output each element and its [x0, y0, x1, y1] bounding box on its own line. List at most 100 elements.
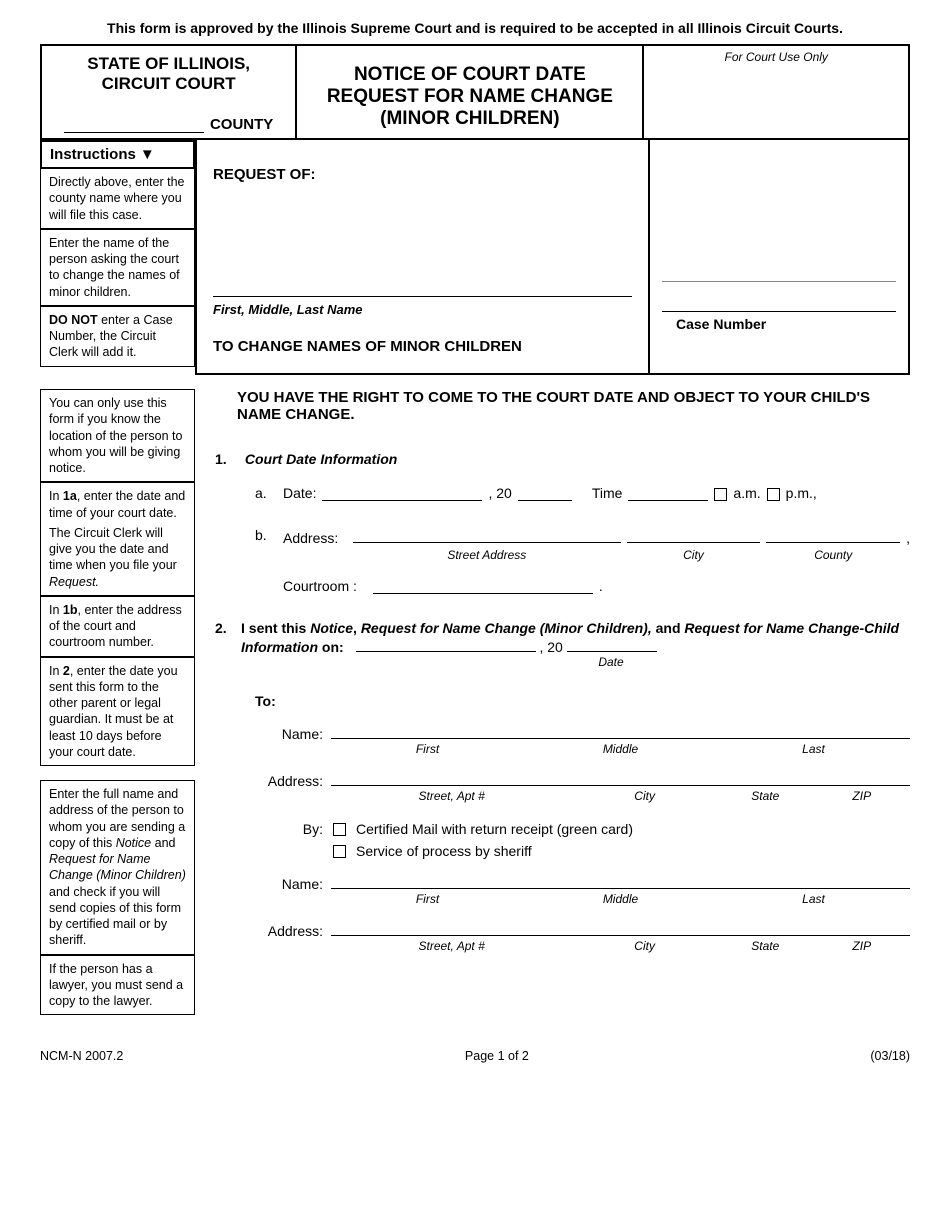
- case-panel: Case Number: [650, 140, 910, 375]
- date-label: Date:: [283, 485, 316, 501]
- rights-notice: YOU HAVE THE RIGHT TO COME TO THE COURT …: [215, 389, 910, 423]
- addr2-city-line[interactable]: [572, 920, 717, 936]
- t: Request for Name Change (Minor Children): [49, 852, 186, 882]
- requester-name-line[interactable]: [213, 281, 632, 297]
- cert-mail-checkbox[interactable]: [333, 823, 346, 836]
- state-line2: CIRCUIT COURT: [50, 74, 287, 94]
- form-code: NCM-N 2007.2: [40, 1049, 123, 1063]
- name1-middle-line[interactable]: [524, 723, 717, 739]
- chevron-down-icon: ▼: [140, 146, 155, 163]
- t: In: [49, 603, 63, 617]
- city-sublabel: City: [627, 548, 761, 562]
- footer: NCM-N 2007.2 Page 1 of 2 (03/18): [40, 1049, 910, 1063]
- pm-label: p.m.,: [786, 485, 817, 501]
- t: The Circuit Clerk will give you the date…: [49, 526, 177, 573]
- am-checkbox[interactable]: [714, 488, 727, 501]
- t: on:: [318, 639, 344, 655]
- address-label-2: Address:: [255, 923, 323, 939]
- section-2: 2. I sent this Notice, Request for Name …: [215, 620, 910, 953]
- court-use-label: For Court Use Only: [648, 50, 904, 64]
- street-sublabel: Street Address: [353, 548, 621, 562]
- middle-sublabel-2: Middle: [524, 892, 717, 906]
- page-number: Page 1 of 2: [465, 1049, 529, 1063]
- sheriff-label: Service of process by sheriff: [356, 843, 532, 859]
- to-label: To:: [255, 693, 910, 709]
- last-sublabel-1: Last: [717, 742, 910, 756]
- request-subtitle: TO CHANGE NAMES OF MINOR CHILDREN: [213, 338, 522, 355]
- name-label-2: Name:: [255, 876, 323, 892]
- case-number-line[interactable]: [662, 296, 896, 312]
- t: and: [652, 620, 685, 636]
- name2-middle-line[interactable]: [524, 873, 717, 889]
- t: 1a: [63, 489, 77, 503]
- pm-checkbox[interactable]: [767, 488, 780, 501]
- t: 1b: [63, 603, 78, 617]
- addr2-street-line[interactable]: [331, 920, 572, 936]
- instruction-1b: In 1b, enter the address of the court an…: [40, 596, 195, 657]
- t: In: [49, 489, 63, 503]
- courtroom-line[interactable]: [373, 578, 593, 594]
- instruction-1a: In 1a, enter the date and time of your c…: [40, 482, 195, 596]
- address-label-1: Address:: [255, 773, 323, 789]
- instruction-to: Enter the full name and address of the p…: [40, 780, 195, 955]
- addr1-city-line[interactable]: [572, 770, 717, 786]
- t: In: [49, 664, 63, 678]
- sent-year-sep: , 20: [539, 639, 562, 655]
- sub-1a: a.: [255, 485, 273, 501]
- county-label: COUNTY: [210, 116, 273, 133]
- sub-1b: b.: [255, 527, 273, 543]
- state-cell: STATE OF ILLINOIS, CIRCUIT COURT COUNTY: [41, 45, 296, 139]
- zip-sublabel-1: ZIP: [814, 789, 911, 803]
- title-line1: NOTICE OF COURT DATE: [305, 64, 634, 86]
- t: Notice: [116, 836, 151, 850]
- cert-mail-label: Certified Mail with return receipt (gree…: [356, 821, 633, 837]
- name2-last-line[interactable]: [717, 873, 910, 889]
- city-line[interactable]: [627, 527, 761, 543]
- addr2-state-line[interactable]: [717, 920, 814, 936]
- instruction-2: In 2, enter the date you sent this form …: [40, 657, 195, 767]
- t: Request.: [49, 575, 99, 589]
- addr2-zip-line[interactable]: [814, 920, 911, 936]
- request-panel: REQUEST OF: First, Middle, Last Name TO …: [195, 140, 650, 375]
- t: ,: [353, 620, 361, 636]
- name2-first-line[interactable]: [331, 873, 524, 889]
- section-2-num: 2.: [215, 620, 241, 669]
- t: Request for Name Change (Minor Children)…: [361, 620, 652, 636]
- time-line[interactable]: [628, 485, 708, 501]
- county-line[interactable]: [766, 527, 900, 543]
- instructions-header-text: Instructions: [50, 146, 136, 163]
- county-input-line[interactable]: [64, 132, 204, 133]
- addr1-zip-line[interactable]: [814, 770, 911, 786]
- addr1-state-line[interactable]: [717, 770, 814, 786]
- section-1-title: Court Date Information: [245, 451, 397, 467]
- title-line3: (MINOR CHILDREN): [305, 108, 634, 130]
- requester-name-sublabel: First, Middle, Last Name: [213, 302, 632, 317]
- state-line1: STATE OF ILLINOIS,: [50, 54, 287, 74]
- mid-row: Instructions ▼ Directly above, enter the…: [40, 140, 910, 375]
- year-sep: , 20: [488, 485, 511, 501]
- instruction-lawyer: If the person has a lawyer, you must sen…: [40, 955, 195, 1016]
- date-year-line[interactable]: [518, 485, 572, 501]
- sent-year-line[interactable]: [567, 636, 657, 652]
- street-line[interactable]: [353, 527, 621, 543]
- street-sublabel-2: Street, Apt #: [331, 939, 572, 953]
- sheriff-checkbox[interactable]: [333, 845, 346, 858]
- by-label: By:: [255, 821, 323, 837]
- instruction-case-number: DO NOT enter a Case Number, the Circuit …: [40, 306, 195, 367]
- first-sublabel-1: First: [331, 742, 524, 756]
- sent-date-line[interactable]: [356, 636, 536, 652]
- section-1: 1. Court Date Information a. Date: , 20 …: [215, 451, 910, 594]
- instructions-header: Instructions ▼: [40, 140, 195, 169]
- t: Notice: [310, 620, 353, 636]
- address-label: Address:: [283, 530, 347, 546]
- zip-sublabel-2: ZIP: [814, 939, 911, 953]
- addr1-street-line[interactable]: [331, 770, 572, 786]
- county-sublabel: County: [766, 548, 900, 562]
- instruction-requester: Enter the name of the person asking the …: [40, 229, 195, 306]
- name1-first-line[interactable]: [331, 723, 524, 739]
- request-of-label: REQUEST OF:: [213, 166, 636, 183]
- date-month-day-line[interactable]: [322, 485, 482, 501]
- name1-last-line[interactable]: [717, 723, 910, 739]
- form-title-cell: NOTICE OF COURT DATE REQUEST FOR NAME CH…: [296, 45, 643, 139]
- street-sublabel-1: Street, Apt #: [331, 789, 572, 803]
